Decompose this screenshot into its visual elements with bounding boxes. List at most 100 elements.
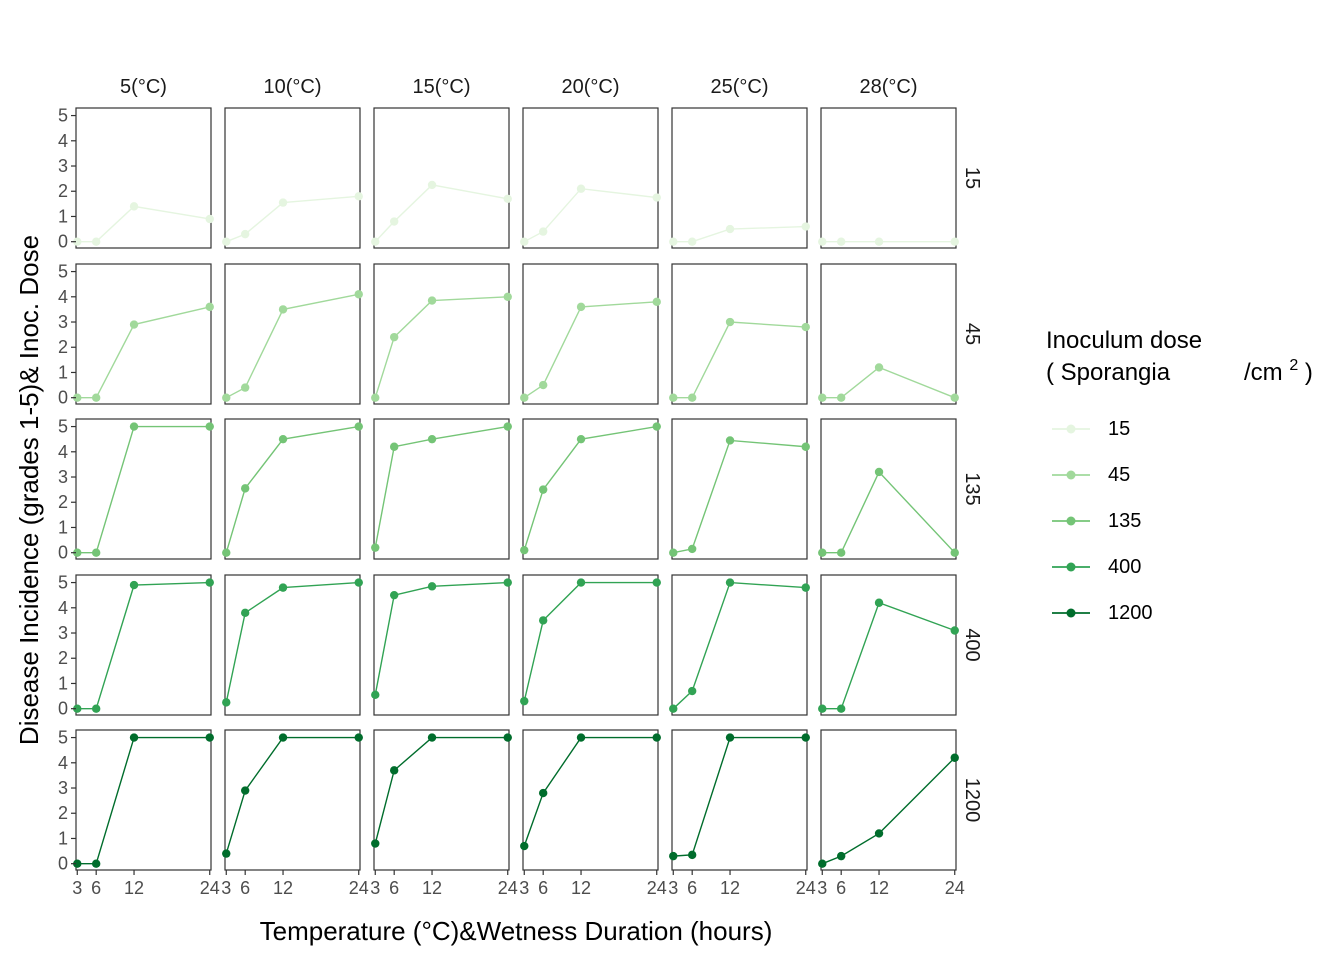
- data-point: [818, 393, 827, 402]
- facet-panel: [371, 574, 512, 716]
- data-point: [836, 851, 846, 861]
- data-point: [427, 180, 437, 190]
- panel-grid: [73, 107, 959, 871]
- y-tick-label: 1: [58, 828, 68, 848]
- data-point: [222, 849, 231, 858]
- data-point: [503, 733, 512, 742]
- data-point: [669, 548, 678, 557]
- data-point: [801, 322, 810, 332]
- x-tick-label: 12: [124, 878, 144, 898]
- series-line: [77, 205, 210, 243]
- panel-border: [820, 418, 957, 560]
- series-line: [77, 581, 210, 710]
- data-point: [652, 297, 661, 307]
- data-point: [950, 393, 959, 402]
- y-tick-label: 3: [58, 623, 68, 643]
- data-point: [818, 548, 827, 557]
- series-line: [523, 425, 657, 551]
- data-point: [389, 442, 399, 451]
- data-point: [371, 839, 380, 848]
- series-line: [374, 581, 508, 695]
- data-point: [874, 598, 884, 607]
- facet-panel: [520, 263, 661, 405]
- series-line: [225, 581, 359, 703]
- facet-panel: [520, 574, 661, 716]
- data-point: [874, 237, 884, 246]
- data-point: [278, 305, 288, 314]
- data-point: [389, 766, 399, 775]
- panel-border: [75, 107, 212, 249]
- y-tick-label: 2: [58, 337, 68, 357]
- panel-border: [224, 263, 361, 405]
- data-point: [222, 698, 231, 707]
- data-point: [240, 786, 250, 795]
- legend-entry-label: 45: [1108, 464, 1130, 486]
- data-point: [278, 434, 288, 444]
- data-point: [129, 733, 139, 742]
- x-tick-label: 24: [200, 878, 220, 898]
- facet-panel: [371, 418, 512, 560]
- data-point: [725, 436, 735, 445]
- data-point: [687, 850, 697, 860]
- y-tick-label: 1: [58, 206, 68, 226]
- panel-border: [820, 729, 957, 871]
- data-point: [874, 829, 884, 838]
- panel-border: [671, 107, 808, 249]
- panel-border: [224, 107, 361, 249]
- column-facet-label: 28(°C): [859, 76, 917, 98]
- data-point: [818, 237, 827, 246]
- x-tick-label: 3: [519, 878, 529, 898]
- data-point: [950, 548, 959, 557]
- data-point: [725, 317, 735, 327]
- panel-border: [75, 574, 212, 716]
- data-point: [836, 393, 846, 402]
- series-line: [225, 293, 359, 399]
- facet-panel: [669, 418, 810, 560]
- data-point: [354, 290, 363, 299]
- series-line: [822, 757, 956, 865]
- series-line: [523, 581, 657, 702]
- data-point: [129, 202, 139, 211]
- legend-entry-label: 15: [1108, 418, 1130, 440]
- data-point: [278, 733, 288, 742]
- panel-border: [75, 263, 212, 405]
- data-point: [205, 578, 214, 587]
- data-point: [354, 578, 363, 587]
- legend-key-point: [1066, 608, 1076, 618]
- data-point: [354, 422, 363, 431]
- facet-panel: [669, 263, 810, 405]
- data-point: [576, 434, 586, 444]
- data-point: [725, 578, 735, 587]
- legend-key-point: [1066, 424, 1076, 434]
- facet-panel: [818, 574, 959, 716]
- legend: Inoculum dose ( Sporangia /cm 2 ) 15 45 13…: [1046, 327, 1313, 624]
- legend-keys: 15 45 135 400 1200: [1052, 418, 1153, 624]
- facet-panel: [222, 107, 363, 249]
- data-point: [874, 363, 884, 372]
- data-point: [73, 237, 82, 246]
- legend-title-unit: /cm: [1244, 359, 1283, 386]
- facet-panel: [520, 107, 661, 249]
- data-point: [538, 485, 548, 494]
- data-point: [538, 227, 548, 236]
- data-point: [687, 544, 697, 554]
- series-line: [673, 321, 806, 399]
- y-axis-title: Disease Incidence (grades 1-5)& Inoc. Do…: [14, 235, 44, 745]
- panel-border: [373, 729, 510, 871]
- series-line: [523, 187, 657, 243]
- data-point: [73, 704, 82, 713]
- series-line: [822, 470, 956, 554]
- data-point: [836, 704, 846, 713]
- x-tick-label: 24: [647, 878, 667, 898]
- column-facet-label: 20(°C): [561, 76, 619, 98]
- row-facet-label: 400: [961, 628, 983, 661]
- data-point: [538, 616, 548, 625]
- legend-title-close: ): [1305, 359, 1313, 386]
- data-point: [91, 548, 101, 557]
- series-line: [77, 306, 210, 399]
- data-point: [240, 484, 250, 493]
- legend-title-line2: ( Sporangia /cm 2 ): [1046, 349, 1313, 386]
- data-point: [129, 580, 139, 590]
- legend-title-line1: Inoculum dose: [1046, 327, 1202, 354]
- series-line: [523, 736, 657, 847]
